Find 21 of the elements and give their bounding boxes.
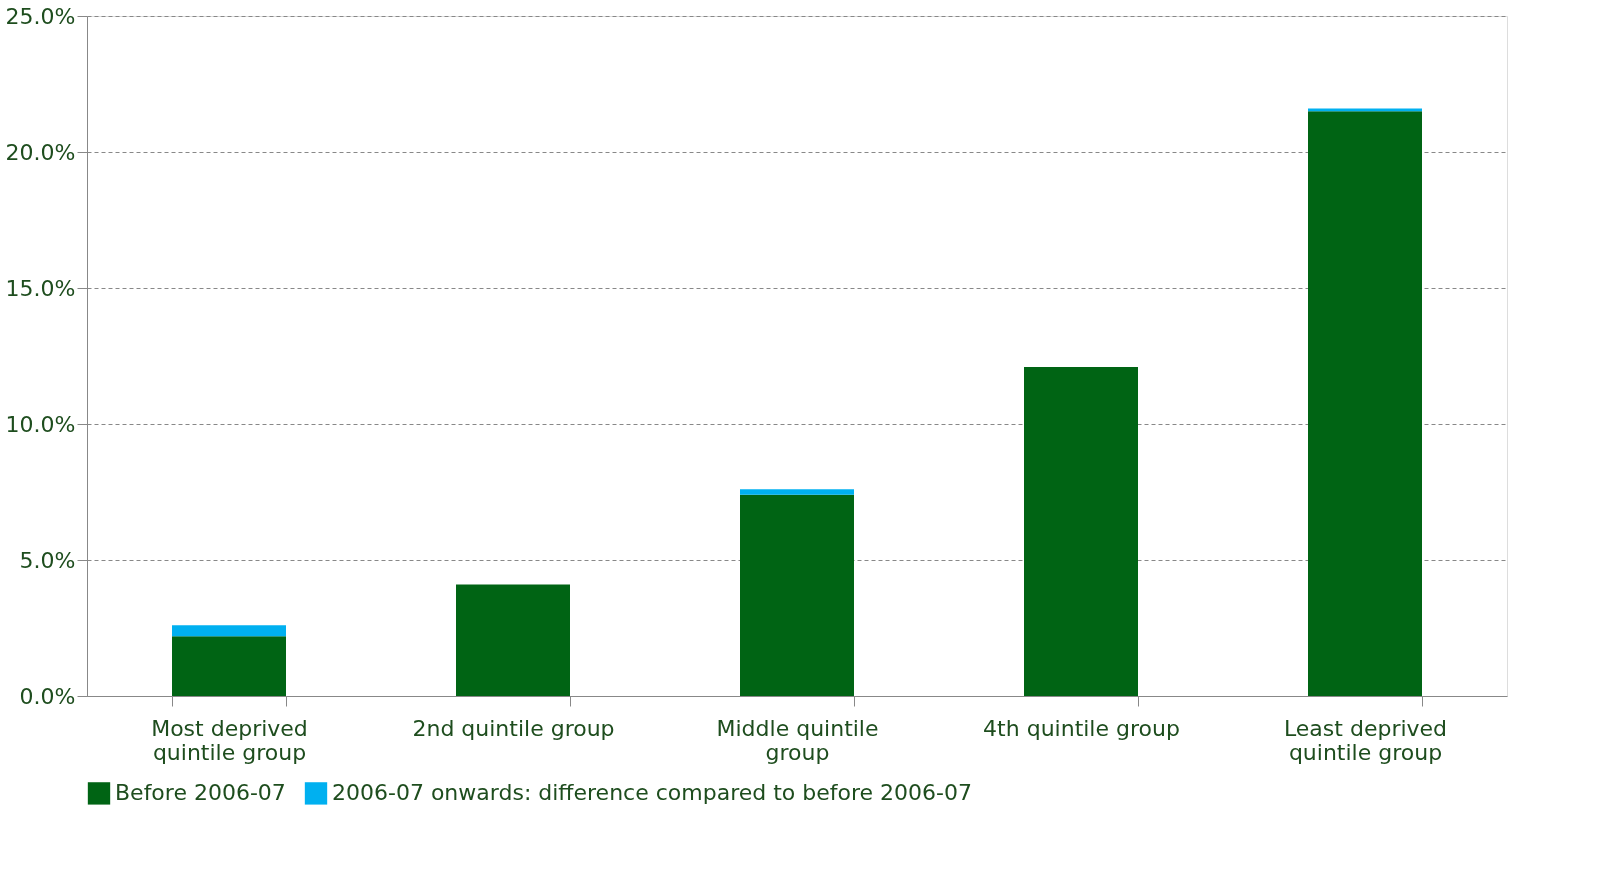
x-tick-label: Middle quintile group: [716, 715, 879, 765]
bar: [456, 584, 570, 696]
y-tick-label: 20.0%: [5, 139, 76, 165]
y-tick-label: 10.0%: [5, 411, 76, 437]
bar: [1308, 111, 1422, 696]
x-tick-label: Least deprived quintile group: [1283, 715, 1448, 765]
x-tick-label: 2nd quintile group: [412, 715, 615, 741]
y-tick-label: 0.0%: [19, 683, 76, 709]
legend-label: Before 2006-07: [115, 780, 286, 806]
x-tick-label: Most deprived quintile group: [151, 715, 308, 765]
bar: [1308, 108, 1422, 112]
x-tick-label: 4th quintile group: [983, 715, 1180, 741]
bar: [172, 636, 286, 696]
bar: [740, 489, 854, 495]
legend-label: 2006-07 onwards: difference compared to before 2006-07: [332, 780, 972, 806]
bar: [1024, 366, 1138, 696]
y-tick-label: 15.0%: [5, 275, 76, 301]
y-tick-label: 5.0%: [19, 547, 76, 573]
bar: [740, 494, 854, 696]
bar: [172, 625, 286, 637]
y-tick-label: 25.0%: [5, 3, 76, 29]
